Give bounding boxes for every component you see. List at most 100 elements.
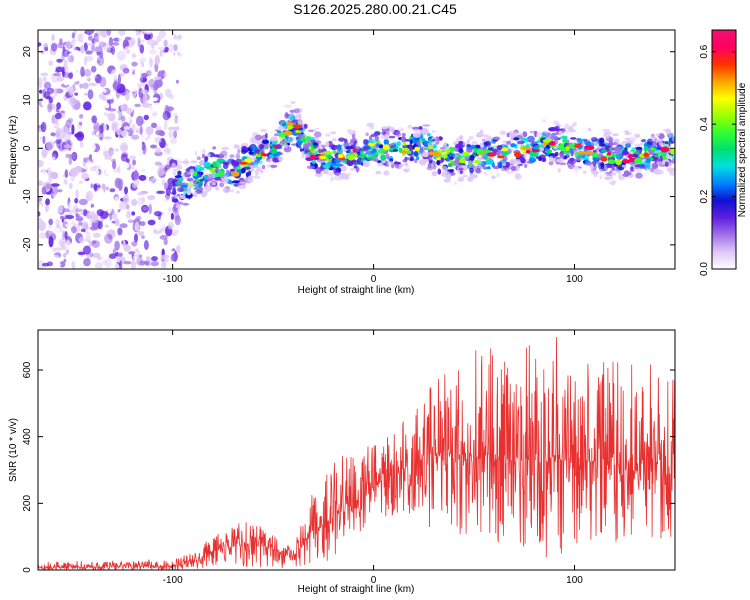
spectrogram-blob [40,121,47,133]
spectrogram-blob [111,45,115,56]
spectrogram-blob [40,169,48,177]
spectrogram-blob [670,158,675,164]
spectrogram-blob [170,137,177,145]
spectrogram-blob [297,134,306,139]
spectrogram-hotspot [586,150,594,155]
spectrogram-blob [134,221,140,232]
spectrogram-blob [510,165,517,172]
spectrogram-blob [124,186,128,195]
spectrogram-blob [44,46,48,52]
spectrogram-blob [150,144,157,149]
spectrogram-blob [84,68,92,77]
spectrogram-blob [417,108,421,112]
spectrogram-blob [93,121,100,133]
spectrogram-blob [315,167,322,174]
spectrogram-blob [72,116,79,126]
spectrogram-blob [590,163,594,170]
spectrogram-blob [141,235,145,239]
spectrogram-blob [38,220,47,231]
spectrogram-blob [137,64,142,71]
spectrogram-hotspot [287,124,293,130]
spectrogram-blob [38,159,44,168]
spectrogram-blob [70,175,76,182]
spectrogram-blob [158,30,167,38]
spectrogram-blob [178,201,183,205]
spectrogram-blob [68,96,77,106]
spectrogram-blob [522,115,527,122]
spectrogram-blob [231,161,240,167]
spectrogram-blob [55,66,64,73]
spectrogram-blob [550,135,559,140]
spectrogram-blob [51,34,55,42]
spectrogram-blob [48,60,54,67]
spectrogram-blob [125,73,134,80]
spectrogram-blob [441,165,448,171]
spectrogram-blob [388,143,397,149]
spectrogram-blob [469,167,474,174]
spectrogram-blob [552,120,560,126]
spectrogram-blob [327,172,335,176]
spectrogram-blob [496,173,500,178]
spectrogram-blob [583,165,591,173]
spectrogram-blob [175,180,182,186]
spectrogram-hotspot [244,158,253,164]
spectrogram-blob [177,193,181,197]
spectrogram-y-label: Frequency (Hz) [8,116,19,185]
spectrogram-blob [548,161,554,166]
spectrogram-blob [651,135,656,142]
spectrogram-blob [91,240,101,248]
spectrogram-y-tick-label: -20 [22,237,33,252]
spectrogram-blob [513,137,520,141]
spectrogram-blob [79,121,83,126]
spectrogram-blob [618,166,625,171]
spectrogram-blob [103,123,107,134]
spectrogram-blob [104,79,112,86]
spectrogram-blob [523,154,528,158]
spectrogram-hotspot [650,147,656,151]
spectrogram-blob [91,65,97,73]
spectrogram-blob [510,143,516,148]
spectrogram-blob [45,183,53,189]
spectrogram-blob [303,143,309,148]
spectrogram-blob [109,99,114,104]
spectrogram-blob [112,42,120,46]
spectrogram-blob [85,50,93,55]
spectrogram-blob [102,262,107,267]
spectrogram-blob [77,33,85,43]
spectrogram-blob [351,126,359,130]
spectrogram-blob [368,112,375,115]
spectrogram-blob [119,223,128,229]
spectrogram-blob [223,187,231,193]
spectrogram-blob [464,157,470,162]
spectrogram-blob [112,80,121,90]
spectrogram-blob [55,247,63,251]
spectrogram-blob [631,153,638,157]
spectrogram-blob [350,172,356,178]
spectrogram-blob [135,31,141,36]
spectrogram-blob [153,76,162,80]
spectrogram-blob [190,160,198,164]
spectrogram-hotspot [232,171,240,177]
spectrogram-blob [405,176,410,181]
spectrogram-blob [624,132,629,135]
spectrogram-blob [235,153,241,160]
spectrogram-blob [102,42,111,52]
spectrogram-blob [253,162,259,165]
spectrogram-blob [612,154,620,159]
spectrogram-blob [268,154,274,158]
spectrogram-blob [141,144,147,155]
spectrogram-blob [500,159,507,164]
spectrogram-blob [192,172,198,177]
spectrogram-blob [156,167,165,177]
spectrogram-blob [184,171,188,178]
spectrogram-blob [85,231,91,243]
spectrogram-blob [418,137,424,144]
spectrogram-blob [290,101,296,104]
spectrogram-blob [131,183,138,189]
spectrogram-blob [247,192,254,198]
spectrogram-blob [50,183,60,187]
spectrogram-blob [392,173,396,177]
spectrogram-blob [163,54,169,58]
spectrogram-blob [636,167,642,175]
spectrogram-blob [169,143,176,148]
